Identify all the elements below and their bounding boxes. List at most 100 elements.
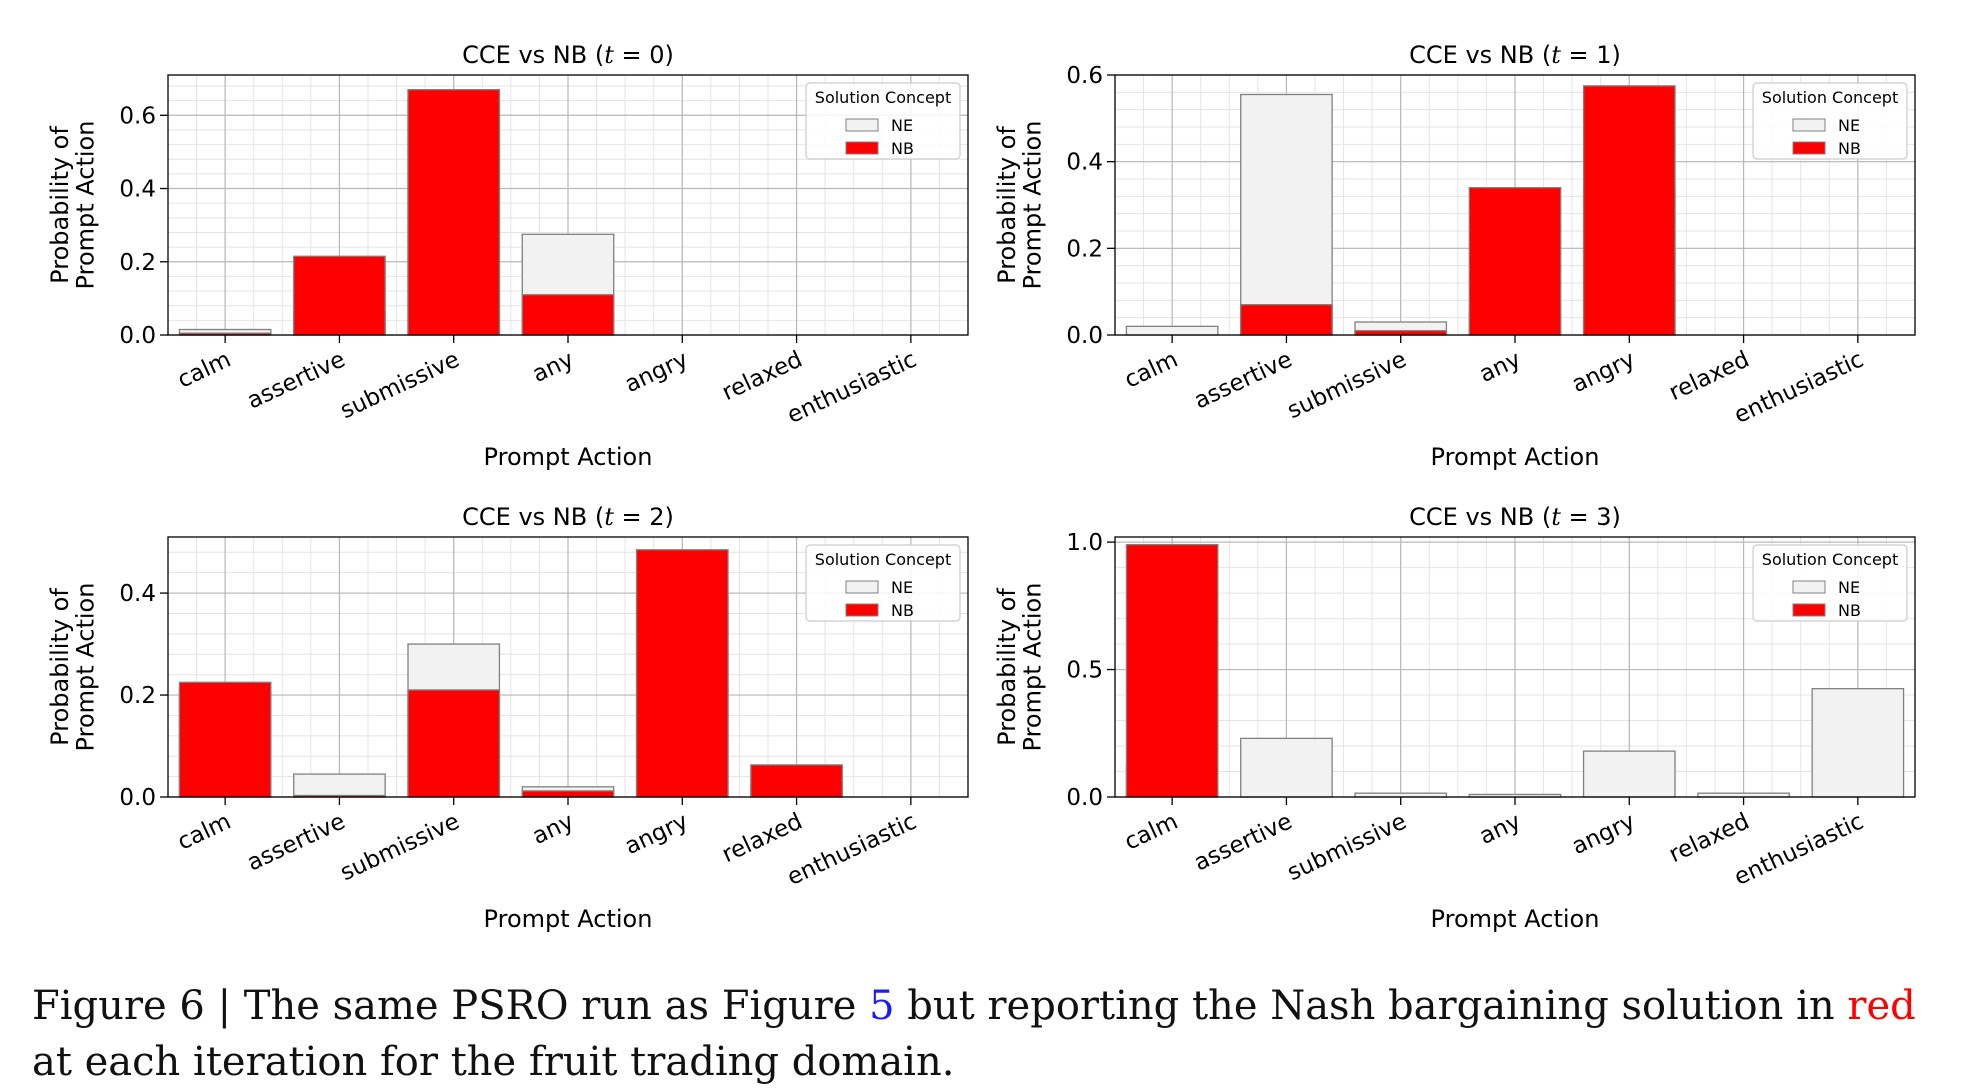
y-tick-label: 0.2 xyxy=(119,683,156,709)
y-tick-label: 0.6 xyxy=(119,103,156,129)
bar-nb-any xyxy=(1468,187,1562,336)
y-tick-label: 0.2 xyxy=(1066,236,1103,262)
x-tick-label-enthusiastic: enthusiastic xyxy=(783,347,920,429)
x-axis-label: Prompt Action xyxy=(484,905,653,933)
x-tick-label-submissive: submissive xyxy=(1283,347,1410,425)
bar-nb-submissive xyxy=(407,689,501,798)
x-tick-label-relaxed: relaxed xyxy=(1665,347,1753,407)
x-tick-label-enthusiastic: enthusiastic xyxy=(1730,347,1867,429)
legend-box xyxy=(1752,544,1908,622)
bar-ne-enthusiastic xyxy=(1811,688,1905,798)
x-tick-label-any: any xyxy=(529,347,578,388)
figure-caption: Figure 6 | The same PSRO run as Figure 5… xyxy=(32,978,1942,1090)
legend-swatch-nb xyxy=(1792,603,1826,617)
x-tick-label-submissive: submissive xyxy=(336,347,463,425)
x-tick-label-assertive: assertive xyxy=(1190,809,1296,877)
x-tick-label-relaxed: relaxed xyxy=(718,347,806,407)
legend-swatch-ne xyxy=(845,118,879,132)
legend-entry-ne: NE xyxy=(1838,116,1860,135)
y-tick-label: 0.0 xyxy=(119,785,156,811)
chart-title: CCE vs NB (t = 2) xyxy=(462,503,674,531)
legend-entry-nb: NB xyxy=(1838,601,1861,620)
bar-nb-calm xyxy=(1125,543,1219,798)
x-tick-label-enthusiastic: enthusiastic xyxy=(1730,809,1867,891)
legend-swatch-ne xyxy=(1792,118,1826,132)
legend-entry-ne: NE xyxy=(891,578,913,597)
legend-title: Solution Concept xyxy=(815,88,951,107)
caption-prefix: Figure 6 | The same PSRO run as Figure xyxy=(32,983,870,1029)
x-tick-label-calm: calm xyxy=(1121,809,1182,856)
caption-suffix: at each iteration for the fruit trading … xyxy=(32,1039,955,1085)
x-tick-label-submissive: submissive xyxy=(1283,809,1410,887)
legend-box xyxy=(805,82,961,160)
bar-nb-any xyxy=(521,790,615,798)
chart-title: CCE vs NB (t = 1) xyxy=(1409,41,1621,69)
y-tick-label: 0.0 xyxy=(119,323,156,349)
legend-entry-ne: NE xyxy=(1838,578,1860,597)
legend-entry-ne: NE xyxy=(891,116,913,135)
legend-box xyxy=(805,544,961,622)
y-tick-label: 0.5 xyxy=(1066,658,1103,684)
x-tick-label-assertive: assertive xyxy=(243,809,349,877)
x-tick-label-enthusiastic: enthusiastic xyxy=(783,809,920,891)
x-tick-label-calm: calm xyxy=(174,347,235,394)
bar-ne-assertive xyxy=(1240,737,1333,798)
bar-nb-assertive xyxy=(1240,304,1333,336)
x-tick-label-any: any xyxy=(529,809,578,850)
legend-title: Solution Concept xyxy=(815,550,951,569)
bar-ne-angry xyxy=(1582,750,1676,798)
legend-swatch-ne xyxy=(845,580,879,594)
legend-swatch-ne xyxy=(1792,580,1826,594)
x-tick-label-submissive: submissive xyxy=(336,809,463,887)
chart-title: CCE vs NB (t = 0) xyxy=(462,41,674,69)
x-tick-label-angry: angry xyxy=(1568,347,1639,399)
x-tick-label-angry: angry xyxy=(621,347,692,399)
x-tick-label-calm: calm xyxy=(1121,347,1182,394)
bar-nb-any xyxy=(521,294,615,336)
y-tick-label: 0.4 xyxy=(1066,150,1103,176)
x-axis-label: Prompt Action xyxy=(1431,443,1600,471)
bar-ne-assertive xyxy=(293,773,386,798)
x-tick-label-angry: angry xyxy=(1568,809,1639,861)
y-tick-label: 0.2 xyxy=(119,250,156,276)
bar-nb-angry xyxy=(635,549,729,798)
bar-nb-assertive xyxy=(293,255,386,336)
bar-nb-relaxed xyxy=(750,764,843,798)
bar-nb-calm xyxy=(178,681,272,798)
legend-entry-nb: NB xyxy=(891,601,914,620)
legend-title: Solution Concept xyxy=(1762,550,1898,569)
y-tick-label: 0.0 xyxy=(1066,785,1103,811)
y-axis-label: Probability ofPrompt Action xyxy=(46,121,99,290)
caption-figure-link[interactable]: 5 xyxy=(869,983,895,1029)
y-tick-label: 0.4 xyxy=(119,177,156,203)
y-tick-label: 0.0 xyxy=(1066,323,1103,349)
y-axis-label: Probability ofPrompt Action xyxy=(993,121,1046,290)
y-tick-label: 1.0 xyxy=(1066,530,1103,556)
y-tick-label: 0.6 xyxy=(1066,63,1103,89)
x-tick-label-relaxed: relaxed xyxy=(1665,809,1753,869)
x-tick-label-assertive: assertive xyxy=(1190,347,1296,415)
y-axis-label: Probability ofPrompt Action xyxy=(46,583,99,752)
caption-highlight: red xyxy=(1847,983,1916,1029)
x-axis-label: Prompt Action xyxy=(484,443,653,471)
x-tick-label-calm: calm xyxy=(174,809,235,856)
bar-ne-assertive xyxy=(1240,93,1333,336)
legend-swatch-nb xyxy=(845,603,879,617)
legend-entry-nb: NB xyxy=(1838,139,1861,158)
bar-ne-calm xyxy=(1125,325,1219,336)
x-tick-label-assertive: assertive xyxy=(243,347,349,415)
legend-title: Solution Concept xyxy=(1762,88,1898,107)
legend-box xyxy=(1752,82,1908,160)
x-tick-label-any: any xyxy=(1476,809,1525,850)
y-tick-label: 0.4 xyxy=(119,581,156,607)
bar-nb-angry xyxy=(1582,85,1676,336)
legend-swatch-nb xyxy=(1792,141,1826,155)
legend-swatch-nb xyxy=(845,141,879,155)
caption-middle: but reporting the Nash bargaining soluti… xyxy=(894,983,1848,1029)
x-axis-label: Prompt Action xyxy=(1431,905,1600,933)
x-tick-label-relaxed: relaxed xyxy=(718,809,806,869)
x-tick-label-any: any xyxy=(1476,347,1525,388)
